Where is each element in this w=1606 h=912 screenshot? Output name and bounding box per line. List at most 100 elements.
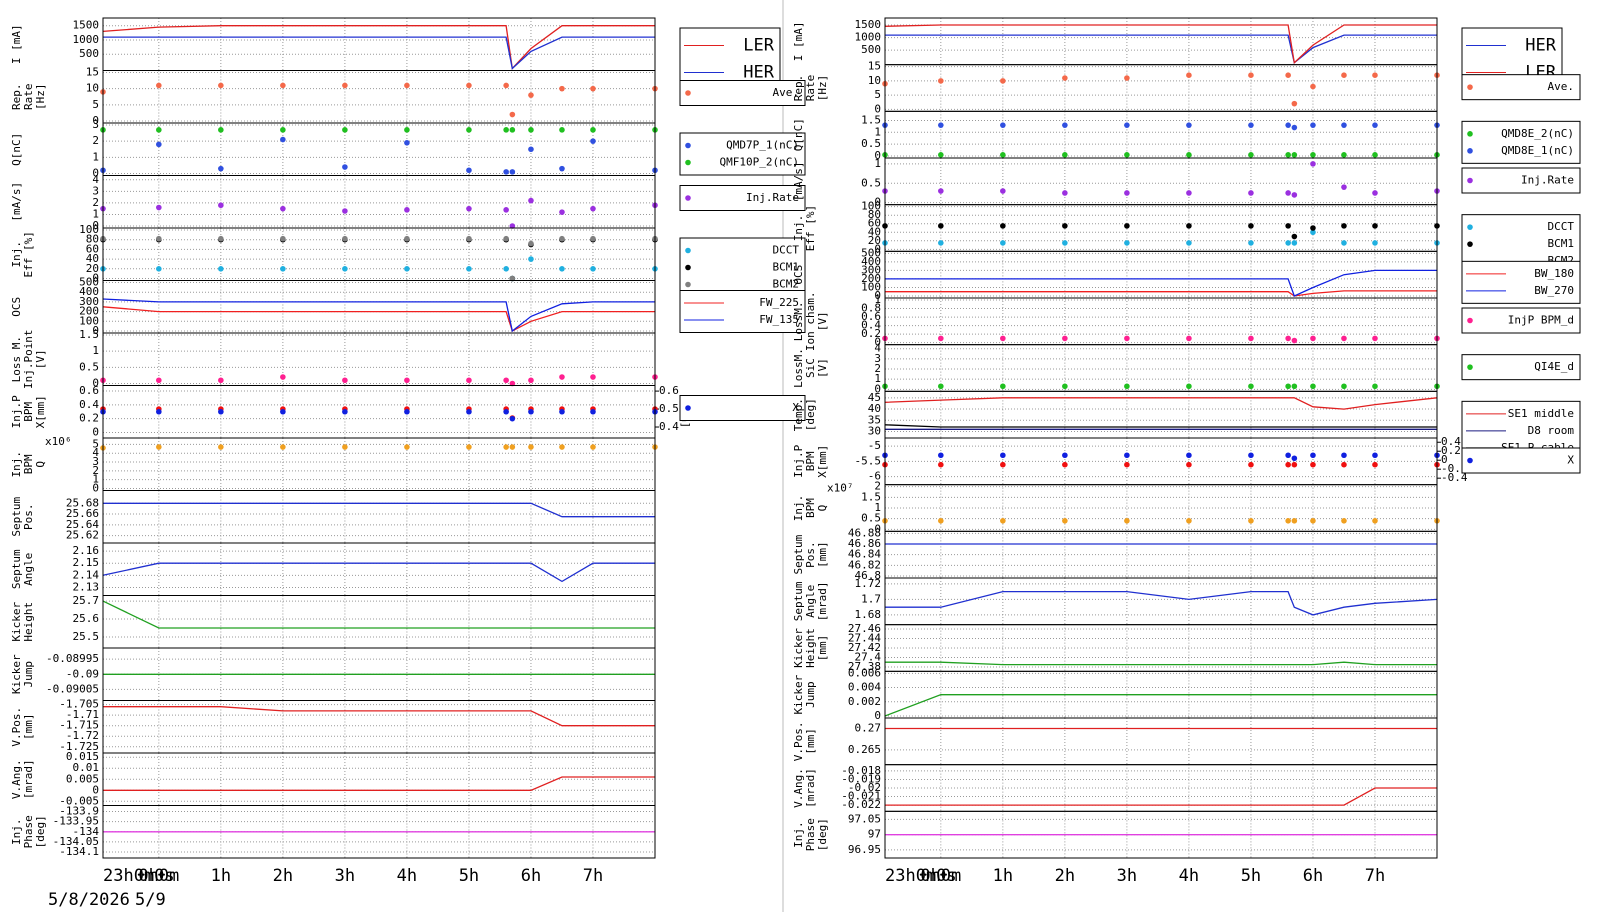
y-axis-label: Rate (804, 75, 817, 102)
data-point (1248, 72, 1254, 78)
y-tick-label: 1 (874, 372, 881, 385)
data-point (404, 82, 410, 89)
y-tick-label: 2.16 (73, 544, 100, 557)
data-point (1124, 122, 1130, 128)
legend-label: QI4E_d (1534, 360, 1574, 373)
y-tick-label: -133.95 (53, 815, 99, 828)
data-point (342, 235, 348, 242)
data-point (1291, 233, 1298, 240)
panel-frame (102, 805, 656, 859)
panel: 0.265 0.27 V.Pos. [mm] (792, 717, 1438, 766)
y-tick-label: 0.4 (79, 398, 99, 411)
y-axis-label: Jump (804, 681, 817, 708)
legend-label: LER (743, 36, 774, 56)
legend-marker (685, 281, 691, 288)
data-line (103, 502, 655, 518)
data-point (1000, 383, 1006, 390)
data-point (509, 223, 516, 229)
data-point (404, 207, 410, 213)
y-tick-label: 0 (874, 336, 881, 349)
y-tick-label: 2.14 (73, 568, 100, 581)
y-axis-label: Pos. (22, 504, 35, 531)
data-point (280, 136, 286, 143)
data-point (342, 82, 348, 89)
data-point (156, 408, 162, 415)
y-tick-label: 5 (92, 437, 99, 450)
data-point (938, 518, 944, 524)
data-point (218, 408, 224, 415)
y-axis-label: LossM. (792, 301, 805, 341)
y-axis-label: Loss M. (10, 336, 23, 382)
legend-box (1461, 167, 1581, 194)
y-tick-label: 20 (868, 234, 881, 247)
y-tick-label: 0.01 (73, 761, 100, 774)
legend-box (1461, 307, 1581, 334)
y-axis-label: Eff [%] (804, 205, 817, 251)
data-point (590, 266, 596, 272)
y-tick-label: 1 (874, 125, 881, 138)
legend-label: BCM1 (1548, 237, 1575, 250)
data-point (1372, 190, 1378, 196)
y-axis-label: Rep. (792, 75, 805, 102)
y-tick-label: 300 (79, 295, 99, 308)
y-tick-label: 500 (861, 43, 881, 56)
y-tick-label: 0.4 (861, 319, 881, 332)
y-tick-label: 1.5 (79, 328, 99, 341)
y-tick-label: 1 (874, 501, 881, 514)
data-point (509, 127, 516, 133)
data-point (1000, 188, 1006, 194)
y-tick-label: -0.09 (66, 667, 99, 680)
y-tick-label: 1500 (855, 18, 882, 31)
data-point (156, 141, 162, 148)
y-axis-label: OCS (792, 265, 805, 285)
data-point (1341, 152, 1347, 158)
y-tick-label: 1 (874, 293, 881, 306)
x-tick-label: 6h (1303, 866, 1323, 886)
data-point (1248, 190, 1254, 196)
data-point (466, 444, 472, 450)
panel: 00.511.5 Q[nC] QMD8E_2(nC) QMD8E_1(nC) (792, 110, 1581, 164)
y-tick-label: 0 (92, 783, 99, 796)
y-tick-label: 1.7 (861, 592, 881, 605)
data-point (1186, 518, 1192, 524)
legend-marker (685, 264, 691, 271)
y-axis-label: OCS (10, 297, 23, 317)
y-axis-label: Height (22, 602, 35, 642)
x-tick-label: 6h (521, 866, 541, 886)
data-point (1341, 122, 1347, 128)
data-point (1291, 383, 1298, 390)
y-tick-label: 27.42 (848, 641, 881, 654)
data-point (342, 208, 348, 214)
y-axis-label: V.Ang. (792, 768, 805, 808)
y-tick-label: 0 (92, 114, 99, 127)
legend-label: QMD8E_2(nC) (1501, 127, 1574, 140)
y-tick-label: 4 (874, 342, 881, 355)
panel: -0.022-0.021-0.02-0.019-0.018 V.Ang. [mrad… (792, 764, 1438, 812)
y-tick-label: -1.705 (59, 698, 99, 711)
y2-tick-label: 0.5 (659, 402, 679, 415)
y-axis-label: Q (816, 505, 829, 512)
data-point (280, 408, 286, 415)
y-tick-label: 1500 (73, 19, 100, 32)
panel: 96.95 97 97.05 Inj. Phase [deg] (792, 810, 1438, 859)
legend-marker (1467, 177, 1473, 184)
y-axis-label: Septum (10, 497, 23, 537)
y-tick-label: 46.86 (848, 537, 881, 550)
data-point (466, 266, 472, 272)
y-axis-label: [mm] (22, 714, 35, 741)
panel: -134.1-134.05-134-133.95-133.9 Inj. Phase[… (10, 805, 656, 859)
panel: 1.68 1.7 1.72 Septum Angle [mrad] (792, 577, 1438, 626)
y-axis-label: Kicker (10, 602, 23, 642)
data-point (1291, 240, 1298, 246)
y-tick-label: 0 (874, 149, 881, 162)
data-point (156, 82, 162, 89)
y-tick-label: 0.6 (861, 310, 881, 323)
data-point (528, 92, 534, 98)
data-point (342, 266, 348, 272)
y-tick-label: -0.005 (59, 794, 99, 807)
data-point (466, 377, 472, 384)
